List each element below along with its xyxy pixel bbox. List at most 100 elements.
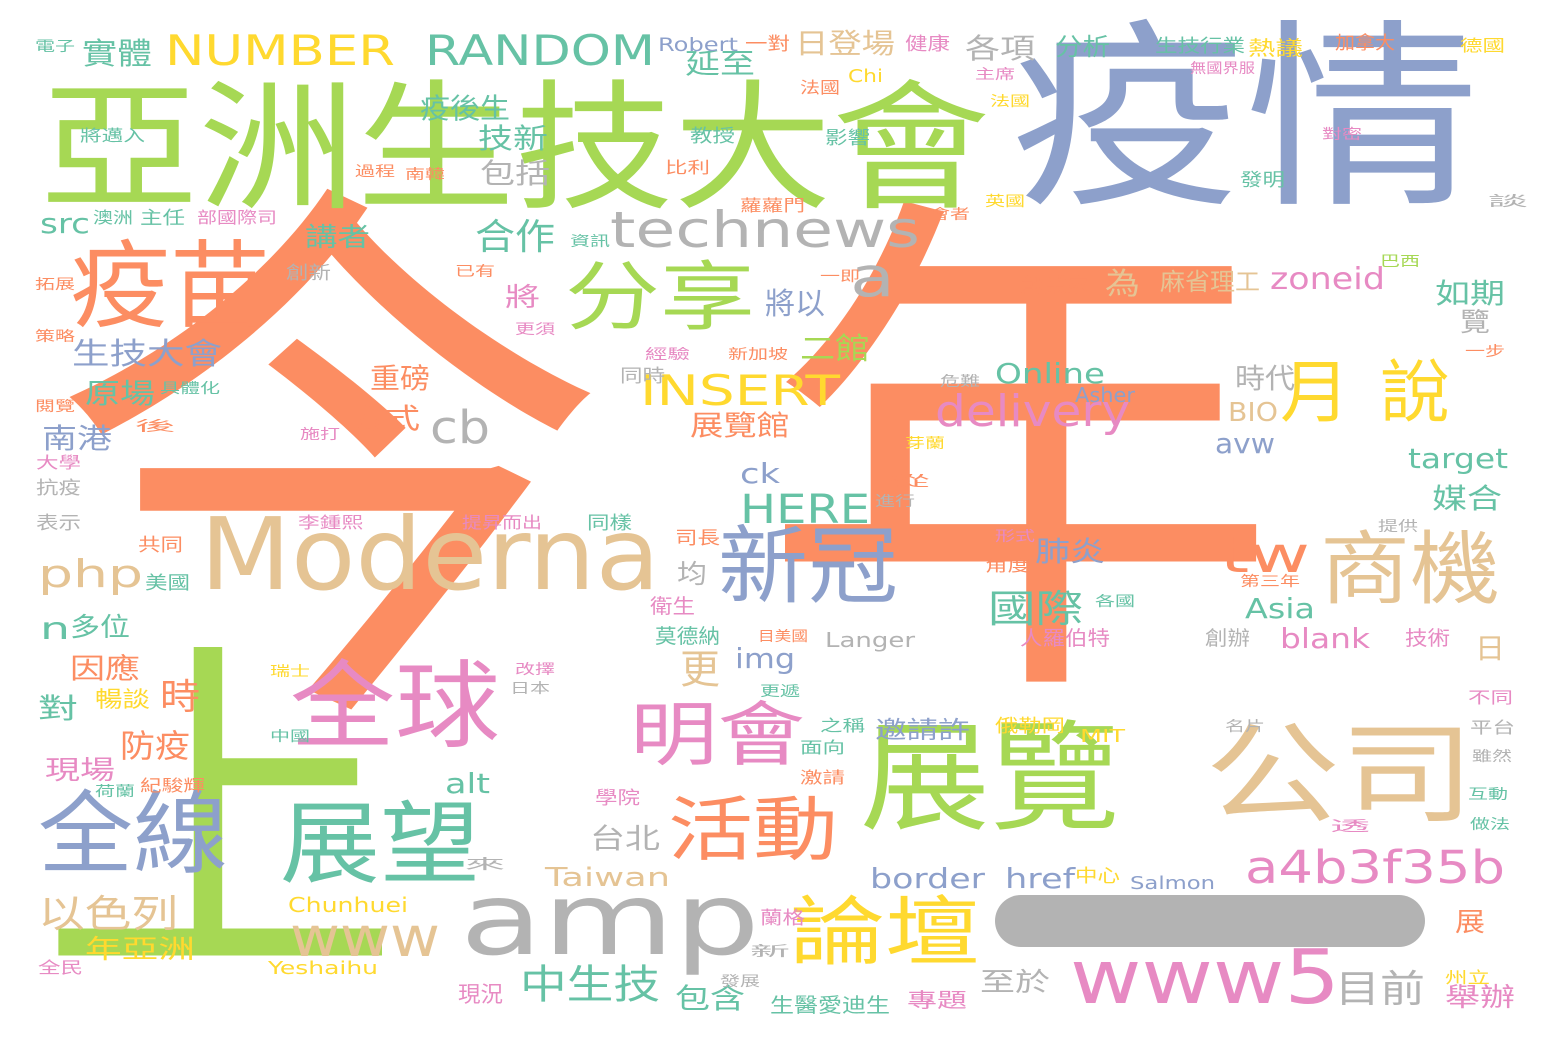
word-4: 亞洲生技大會 <box>40 68 991 231</box>
word-76: 防疫 <box>120 727 190 765</box>
word-19: www5 <box>1070 933 1340 1021</box>
word-182: 日本 <box>510 681 551 697</box>
word-84: blank <box>1280 622 1371 655</box>
word-150: 中國 <box>270 729 311 745</box>
word-22: 說 <box>1380 354 1450 433</box>
word-64: 媒合 <box>1432 482 1503 515</box>
word-29: HERE <box>740 487 870 533</box>
word-117: 蘿蘿門 <box>740 196 806 215</box>
word-0: 今 <box>50 144 610 796</box>
word-142: 俄勒岡 <box>995 716 1065 737</box>
word-123: 一步 <box>1465 344 1506 360</box>
word-157: 策略 <box>35 329 76 345</box>
word-20: technews <box>610 201 920 259</box>
word-130: 芽蘭 <box>905 436 946 452</box>
word-126: 同時 <box>620 366 665 387</box>
word-11: 展望 <box>280 792 480 897</box>
word-42: zoneid <box>1270 262 1385 297</box>
word-74: 時 <box>160 677 201 718</box>
word-132: 共同 <box>138 535 183 556</box>
word-129: 施打 <box>300 427 341 443</box>
word-46: 延至 <box>685 47 756 80</box>
word-167: 已有 <box>455 264 496 280</box>
word-162: 部國際司 <box>197 208 278 227</box>
word-168: 更須 <box>515 322 556 338</box>
word-91: 至於 <box>980 968 1051 998</box>
word-119: 英國 <box>985 194 1026 210</box>
word-170: 具體化 <box>160 381 221 397</box>
word-28: delivery <box>935 386 1131 437</box>
word-59: 覽 <box>1460 308 1490 338</box>
word-10: 全球 <box>290 652 500 762</box>
word-195: 來 <box>465 857 505 873</box>
word-111: 法國 <box>800 78 840 97</box>
word-166: 資訊 <box>570 234 611 250</box>
dash-mark <box>995 895 1425 947</box>
word-80: img <box>735 642 796 675</box>
word-197: 法國 <box>990 94 1031 110</box>
word-16: 明會 <box>630 694 805 776</box>
word-199: 透 <box>1330 819 1370 835</box>
word-92: 包含 <box>675 982 746 1015</box>
word-143: 之稱 <box>820 716 866 735</box>
word-77: 暢談 <box>95 688 151 713</box>
word-38: 國際 <box>988 587 1084 631</box>
word-175: 司長 <box>675 528 720 549</box>
word-113: 無國界服 <box>1190 61 1256 77</box>
word-171: 後 <box>135 419 175 435</box>
word-101: Salmon <box>1130 873 1216 894</box>
word-114: 教授 <box>690 126 735 147</box>
word-184: 名片 <box>1225 719 1266 735</box>
word-25: NUMBER <box>165 26 395 75</box>
word-146: 紀駿輝 <box>140 776 206 795</box>
word-70: ck <box>740 457 780 490</box>
word-115: 影響 <box>825 128 870 149</box>
word-179: 第三年 <box>1240 574 1301 590</box>
word-104: 一對 <box>745 34 790 55</box>
word-97: Yeshaihu <box>268 958 379 979</box>
word-141: MIT <box>1080 726 1125 747</box>
word-45: 日登場 <box>795 27 895 60</box>
word-33: 合作 <box>475 217 556 258</box>
word-23: www <box>290 905 440 969</box>
word-185: 平台 <box>1470 718 1516 737</box>
word-34: 中生技 <box>520 962 661 1008</box>
word-79: 更 <box>680 647 720 693</box>
word-15: 商機 <box>1320 523 1500 616</box>
word-124: 經驗 <box>645 347 690 363</box>
word-32: tw <box>1220 526 1311 584</box>
word-181: 改擇 <box>515 662 556 678</box>
word-44: Online <box>995 357 1106 390</box>
word-52: 講者 <box>305 223 371 253</box>
word-55: 二館 <box>800 332 871 367</box>
word-47: 疫後生 <box>420 92 510 125</box>
word-155: 表示 <box>36 513 81 534</box>
word-58: 如期 <box>1435 277 1506 310</box>
word-3: 疫情 <box>1010 3 1481 236</box>
word-177: 形式 <box>995 529 1036 545</box>
word-152: 全民 <box>38 958 84 977</box>
word-118: 發明 <box>1240 170 1285 191</box>
word-192: 從 <box>890 474 930 490</box>
word-54: 將以 <box>765 287 825 322</box>
word-148: 學院 <box>595 788 640 809</box>
word-194: 發展 <box>720 974 761 990</box>
word-137: 創辦 <box>1205 626 1250 650</box>
word-144: 面向 <box>800 738 846 757</box>
word-153: 州立 <box>1445 968 1491 987</box>
word-73: 因應 <box>70 652 141 685</box>
word-190: 會者 <box>930 207 971 223</box>
word-56: 為 <box>1105 267 1141 302</box>
word-6: amp <box>460 861 760 978</box>
word-180: 各國 <box>1095 594 1136 610</box>
word-96: Chunhuei <box>288 893 408 917</box>
word-90: href <box>1005 862 1076 895</box>
word-17: 活動 <box>668 789 838 871</box>
word-53: 將 <box>505 283 540 313</box>
word-156: 大學 <box>36 453 82 472</box>
word-125: 新加坡 <box>728 347 789 363</box>
word-95: 展 <box>1455 908 1485 938</box>
word-159: 拓展 <box>35 277 76 293</box>
word-2: 上 <box>40 610 400 1029</box>
word-43: border <box>870 862 985 895</box>
